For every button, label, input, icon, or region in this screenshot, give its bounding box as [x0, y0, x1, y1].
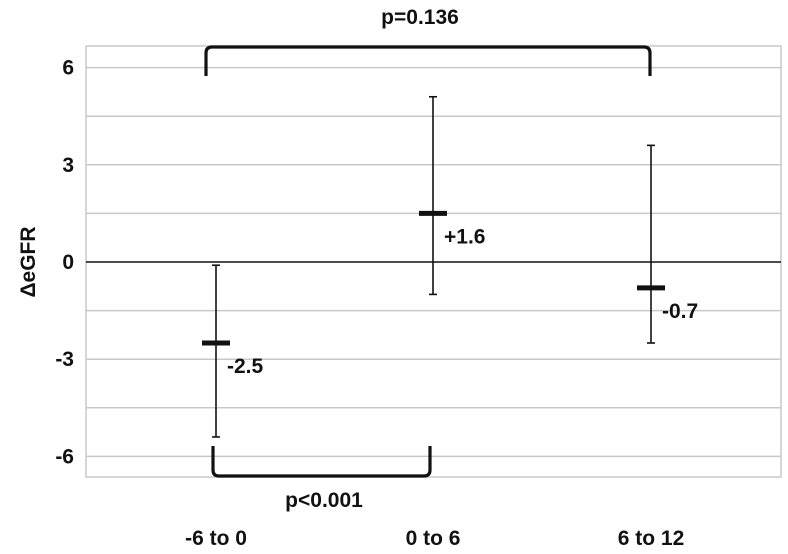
y-tick-label: -6 [55, 445, 74, 468]
x-category-label: -6 to 0 [185, 527, 247, 550]
x-category-label: 0 to 6 [406, 527, 461, 550]
data-point: -2.5 [202, 264, 264, 438]
data-point: -0.7 [637, 144, 698, 344]
category-labels: -6 to 0 0 to 6 6 to 12 [185, 527, 684, 550]
y-tick-labels: 6 3 0 -3 -6 [55, 57, 74, 469]
gridlines [86, 66, 781, 458]
data-label: -0.7 [662, 300, 698, 323]
bracket-label: p=0.136 [381, 6, 459, 29]
bracket-line [211, 446, 432, 478]
data-label: +1.6 [444, 225, 485, 248]
bracket-label: p<0.001 [285, 489, 363, 512]
y-tick-label: 6 [62, 57, 74, 80]
data-marks: -2.5 +1.6 -0.7 [202, 95, 698, 438]
y-tick-label: 0 [62, 251, 74, 274]
data-point: +1.6 [419, 95, 485, 296]
significance-bracket: p=0.136 [204, 6, 652, 76]
y-axis-label: ΔeGFR [17, 226, 40, 297]
x-category-label: 6 to 12 [618, 527, 685, 550]
y-tick-label: 3 [62, 154, 74, 177]
y-tick-label: -3 [55, 348, 74, 371]
data-label: -2.5 [227, 355, 264, 378]
significance-bracket: p<0.001 [211, 446, 432, 512]
significance-brackets: p=0.136 p<0.001 [204, 6, 652, 512]
bracket-line [204, 45, 652, 76]
